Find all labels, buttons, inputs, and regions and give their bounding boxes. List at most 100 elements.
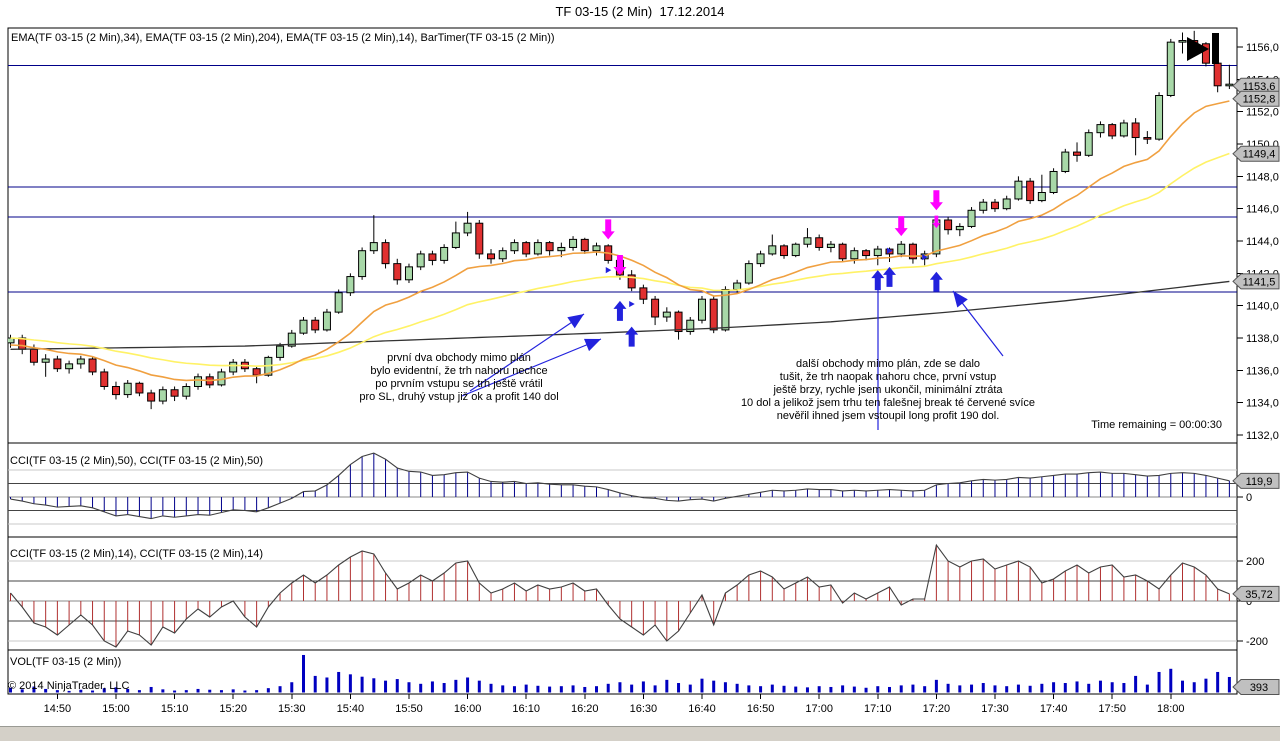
volume-bar [430,681,434,693]
volume-bar [1063,683,1067,693]
volume-bar [161,689,165,693]
candle-body [1026,180,1035,202]
candle-body [1178,40,1187,43]
buy-marker-arrow [887,247,893,254]
candle-body [674,311,683,333]
volume-bar [1028,685,1032,693]
volume-bar [255,690,259,693]
candle-body [721,289,730,331]
cci14-plot [8,543,1237,648]
candle-body [815,237,824,248]
volume-bar [337,671,341,693]
candle-body [768,245,777,255]
candle-body [463,222,472,234]
candle-body [803,237,812,245]
price-panel-indicator-label: EMA(TF 03-15 (2 Min),34), EMA(TF 03-15 (… [11,32,555,44]
candle-body [334,292,343,313]
volume-bar [899,685,903,693]
candle-body [88,358,97,373]
volume-bar [958,685,962,693]
volume-bar [184,690,188,693]
volume-bar [466,677,470,693]
annotation-arrow-head [584,338,601,352]
svg-text:17:00: 17:00 [805,703,833,715]
buy-marker-arrow [613,300,627,321]
svg-text:17:20: 17:20 [923,703,951,715]
candle-body [1049,170,1058,194]
volume-bar [372,678,376,693]
candle-body [1119,122,1128,137]
volume-bar [79,689,83,693]
value-tag [1232,679,1280,695]
value-tag [1232,472,1280,489]
candle-body [53,358,62,370]
candle-body [194,376,203,388]
volume-bar [770,684,774,693]
volume-bar [348,674,352,693]
volume-bar [1005,686,1009,693]
annotation-arrow-head [567,314,584,329]
svg-text:16:00: 16:00 [454,703,482,715]
volume-bar [102,688,106,693]
volume-bar [137,690,141,693]
candle-body [123,382,132,396]
volume-bar [266,688,270,693]
volume-bar [583,686,587,693]
volume-bar [1016,684,1020,693]
volume-bar [55,690,59,693]
volume-bar [501,685,505,693]
volume-bar [923,686,927,693]
candle-body [158,389,167,402]
sell-marker-arrow [894,216,908,237]
candle-body [756,253,765,265]
svg-text:17:50: 17:50 [1098,703,1126,715]
bar-timer-icon [1187,33,1219,64]
volume-bar [231,689,235,693]
volume-bar [454,679,458,693]
candle-body [111,386,120,396]
volume-bar [302,654,305,693]
annotation-arrow-line [461,338,602,397]
volume-bar [571,685,575,693]
candle-body [557,246,566,252]
candle-body [170,389,179,397]
candle-body [826,243,835,248]
volume-bar [395,679,399,693]
volume-bar [9,687,12,693]
cci50-plot [8,452,1237,525]
candle-body [1096,124,1105,134]
trade-markers [601,190,943,347]
candle-body [1014,180,1023,200]
volume-bar [829,686,833,693]
candle-body [346,276,355,294]
volume-bar [1181,680,1184,693]
candle-body [862,250,871,257]
volume-bar [1157,671,1161,693]
candle-body [1213,62,1222,87]
candle-body [276,345,285,358]
volume-bar [126,688,130,693]
chart-title: TF 03-15 (2 Min) 17.12.2014 [555,4,725,19]
candle-body [369,242,378,252]
volume-bar [512,686,516,693]
bottom-scrollbar[interactable] [0,726,1280,741]
candle-body [1131,122,1140,139]
candle-body [627,274,636,289]
candle-body [850,250,859,260]
volume-bar [489,683,493,693]
candle-body [451,232,460,248]
volume-bar [1227,676,1231,693]
svg-text:15:30: 15:30 [278,703,306,715]
volume-bar [747,685,751,693]
candle-body [1073,151,1082,156]
candle-body [522,242,531,255]
candle-body [1225,83,1234,87]
panel-frames [7,27,1238,695]
candle-body [252,368,261,376]
candle-body [1108,124,1117,137]
volume-bar [864,687,868,693]
volume-bar [794,686,798,693]
annotation-arrow-head [953,291,968,308]
